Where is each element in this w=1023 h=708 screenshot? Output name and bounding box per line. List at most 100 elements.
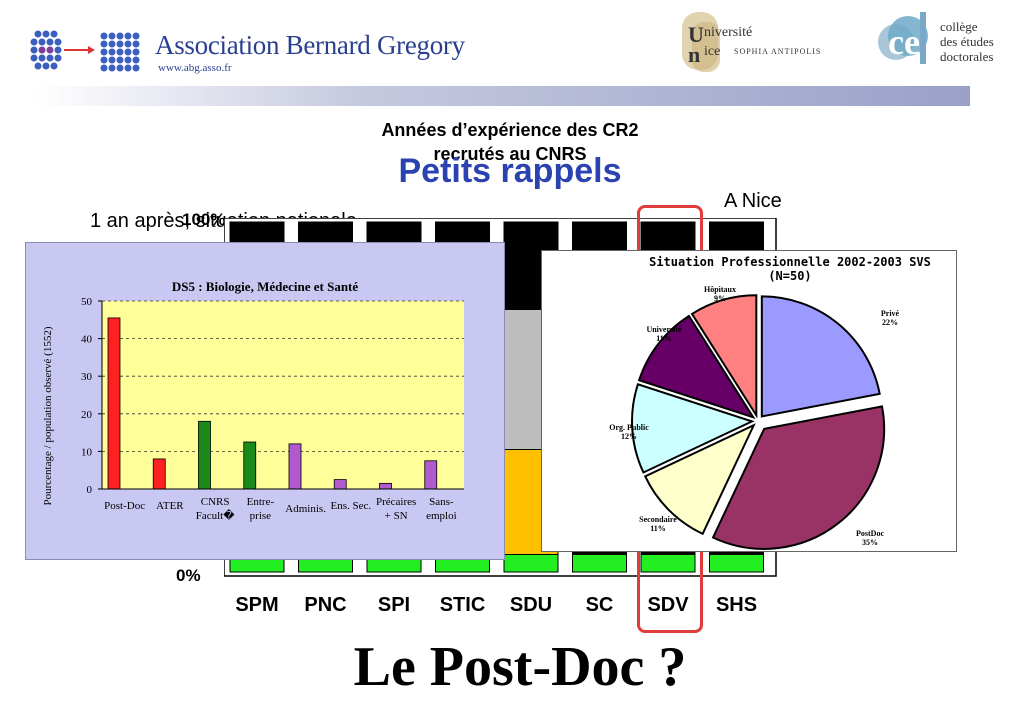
abg-url[interactable]: www.abg.asso.fr bbox=[158, 62, 232, 74]
ced-logo-icon: ce bbox=[878, 12, 928, 64]
ds5-bar bbox=[107, 317, 121, 490]
unice-logo-icon bbox=[682, 12, 720, 72]
a-nice-label: A Nice bbox=[724, 190, 782, 212]
pie-slices bbox=[631, 294, 886, 550]
pie-chart-panel: Situation Professionnelle 2002-2003 SVS … bbox=[541, 250, 957, 552]
stacked-bar-shs-seg-0 bbox=[709, 554, 764, 573]
ds5-category-label: CNRS Facult� bbox=[189, 495, 242, 523]
pie-label: Org. Public 12% bbox=[594, 423, 664, 441]
ced-line1: collège bbox=[940, 19, 978, 34]
pie-label-name: PostDoc bbox=[856, 529, 884, 538]
ds5-category-label-line: ATER bbox=[156, 500, 184, 512]
bottom-title: Le Post-Doc ? bbox=[353, 636, 687, 698]
header-band bbox=[35, 86, 970, 106]
ds5-category-label: Post-Doc bbox=[98, 499, 151, 513]
abg-title: Association Bernard Gregory bbox=[155, 30, 465, 60]
ds5-chart-panel: DS5 : Biologie, Médecine et Santé Pource… bbox=[25, 242, 505, 560]
ds5-category-label-line: Adminis. bbox=[285, 503, 326, 515]
pie-slice-postdoc bbox=[711, 405, 886, 550]
stacked-category-label: SDU bbox=[509, 594, 553, 616]
unice-line2: ice bbox=[704, 44, 721, 59]
pie-label-pct: 35% bbox=[862, 538, 878, 547]
ds5-category-label-line: Sans- bbox=[429, 496, 454, 508]
stacked-category-label: PNC bbox=[304, 594, 347, 616]
ds5-category-label: Ens. Sec. bbox=[324, 499, 377, 513]
pie-label: Hôpitaux 9% bbox=[692, 285, 748, 303]
pie-label-pct: 11% bbox=[650, 524, 666, 533]
pie-label-name: Privé bbox=[880, 309, 900, 318]
bg-chart-title-line1: Années d’expérience des CR2 bbox=[381, 120, 639, 140]
ds5-y-ticks: 0 10 20 30 40 50 bbox=[81, 296, 102, 496]
pie-label: PostDoc 35% bbox=[840, 529, 900, 547]
pie-label-name: Org. Public bbox=[609, 423, 649, 432]
bg-chart-title-line2: recrutés au CNRS bbox=[433, 144, 587, 164]
ds5-category-label: Entre-prise bbox=[234, 495, 287, 523]
ds5-category-label-line: Ens. Sec. bbox=[330, 500, 372, 512]
pie-slice-org-public bbox=[631, 383, 755, 474]
petits-rappels-title: Petits rappels bbox=[398, 152, 622, 190]
pie-label: Secondaire 11% bbox=[628, 515, 688, 533]
stacked-category-label: SPM bbox=[235, 594, 279, 616]
ds5-bar bbox=[379, 482, 392, 490]
pct-0-label: 0% bbox=[176, 566, 201, 585]
ced-line2: des études bbox=[940, 34, 994, 49]
stacked-category-label: SHS bbox=[715, 594, 758, 616]
pie-label: Université 11% bbox=[628, 325, 700, 343]
ds5-category-label-line: Entre- bbox=[246, 496, 275, 508]
ds5-bar-chart: 0 10 20 30 40 50 bbox=[81, 296, 464, 496]
ds5-bars bbox=[107, 317, 438, 490]
ds5-ytick-label: 30 bbox=[81, 371, 93, 383]
pie-label: Privé 22% bbox=[860, 309, 920, 327]
ds5-category-label: Adminis. bbox=[279, 502, 332, 516]
ds5-category-label: ATER bbox=[143, 499, 196, 513]
ds5-ytick-label: 50 bbox=[81, 296, 93, 308]
stacked-bar-sc-seg-0 bbox=[572, 554, 627, 573]
pie-slice-secondaire bbox=[643, 423, 756, 536]
stacked-category-label: STIC bbox=[439, 594, 486, 616]
ds5-category-label-line: Post-Doc bbox=[104, 500, 146, 512]
ds5-bar bbox=[288, 443, 302, 490]
ds5-category-label: Précaires + SN bbox=[370, 495, 423, 523]
pie-slice-h-pitaux bbox=[690, 294, 758, 419]
pct-100-label: 100% bbox=[182, 210, 226, 229]
ds5-bar bbox=[333, 479, 347, 490]
ds5-bar bbox=[424, 460, 438, 490]
ds5-category-label-line: emploi bbox=[426, 510, 457, 522]
ds5-ytick-label: 0 bbox=[87, 484, 93, 496]
ds5-ytick-label: 20 bbox=[81, 409, 93, 421]
stacked-category-label: SC bbox=[585, 594, 614, 616]
pie-chart bbox=[631, 294, 886, 550]
unice-letter-u: U bbox=[688, 22, 704, 47]
ds5-category-label-line: CNRS bbox=[200, 496, 230, 508]
ds5-category-label: Sans-emploi bbox=[415, 495, 468, 523]
stacked-bar-sdu-seg-0 bbox=[503, 554, 559, 573]
ced-line3: doctorales bbox=[940, 49, 994, 64]
pie-slice-priv- bbox=[760, 295, 881, 418]
ds5-bar bbox=[198, 420, 211, 490]
unice-subtitle: SOPHIA ANTIPOLIS bbox=[734, 47, 822, 56]
ds5-ytick-label: 40 bbox=[81, 334, 93, 346]
ds5-ytick-label: 10 bbox=[81, 446, 93, 458]
stacked-category-label: SPI bbox=[377, 594, 411, 616]
bg-chart-title: Années d’expérience des CR2 recrutés au … bbox=[300, 118, 720, 166]
pie-label-pct: 9% bbox=[714, 294, 726, 303]
pie-label-name: Université bbox=[646, 325, 682, 334]
pie-label-pct: 11% bbox=[656, 334, 672, 343]
ds5-category-label-line: prise bbox=[249, 510, 272, 522]
pie-title-line2: (N=50) bbox=[768, 269, 812, 283]
unice-letter-n: n bbox=[688, 42, 701, 67]
abg-logo-icon bbox=[30, 30, 140, 72]
ds5-category-label-line: Facult� bbox=[195, 510, 235, 522]
ds5-category-label-line: Précaires bbox=[375, 496, 417, 508]
ds5-plot-area bbox=[102, 301, 464, 489]
pie-label-pct: 12% bbox=[621, 432, 637, 441]
ds5-grid bbox=[102, 300, 464, 452]
pie-label-name: Secondaire bbox=[639, 515, 677, 524]
stacked-category-label: SDV bbox=[647, 594, 689, 616]
ds5-category-label-line: + SN bbox=[384, 510, 408, 522]
pie-title: Situation Professionnelle 2002-2003 SVS … bbox=[620, 255, 956, 283]
pie-slice-universit- bbox=[637, 314, 756, 420]
ds5-bar bbox=[152, 458, 166, 490]
pie-label-name: Hôpitaux bbox=[703, 285, 736, 294]
unice-line1: niversité bbox=[704, 25, 753, 40]
